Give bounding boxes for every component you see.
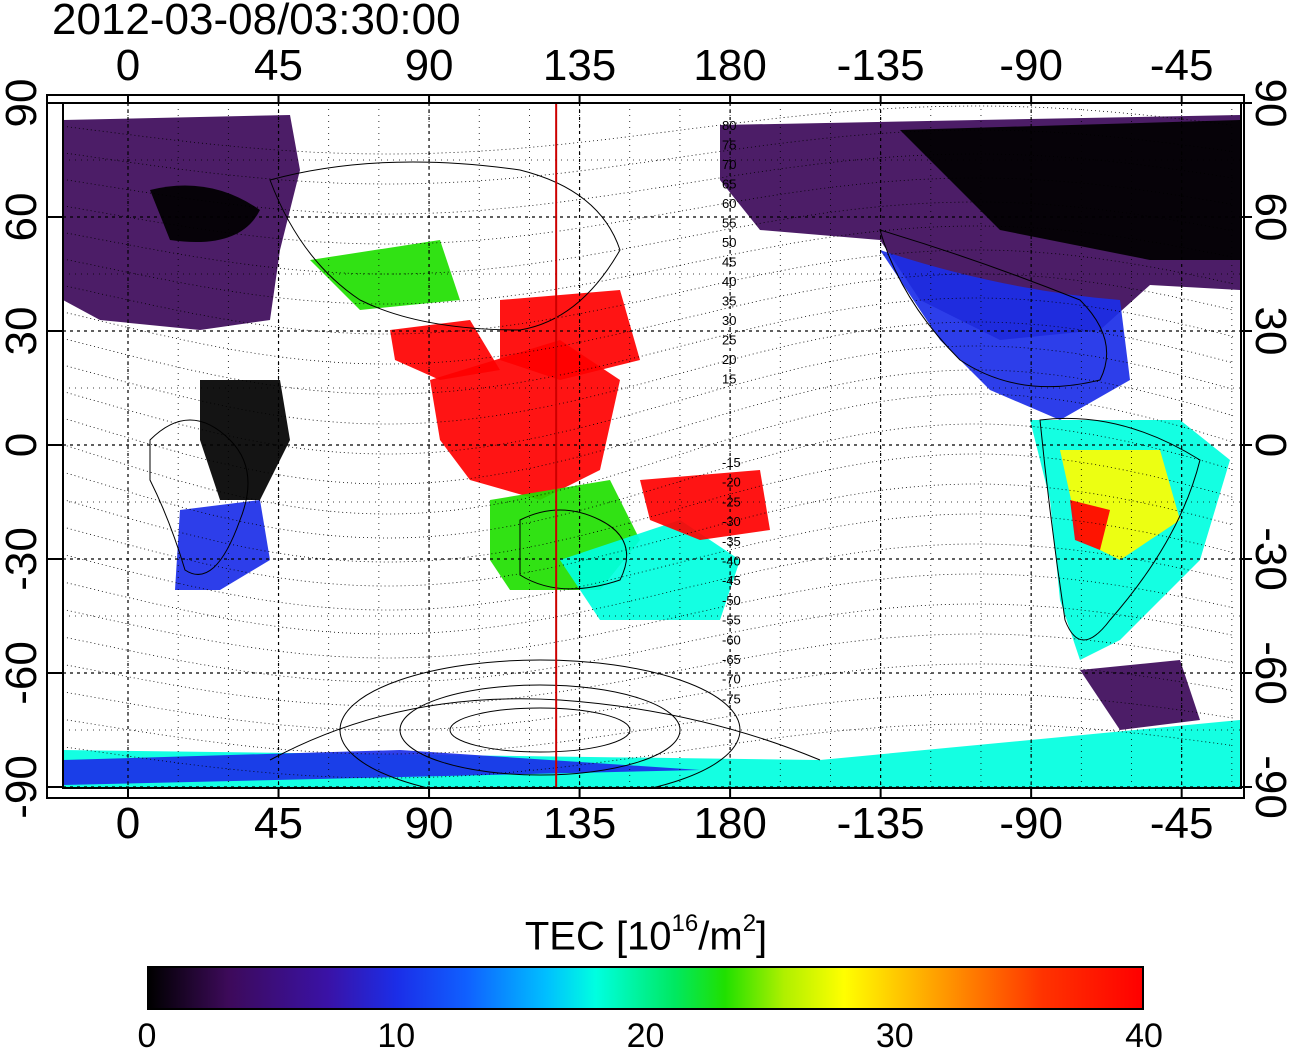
coastline bbox=[269, 161, 621, 331]
y-tick-label-left: -30 bbox=[0, 527, 46, 591]
x-tick-label: 90 bbox=[404, 799, 454, 848]
contour-label: -50 bbox=[722, 593, 741, 608]
tec-region bbox=[880, 250, 1130, 420]
map-outer-frame bbox=[46, 94, 1245, 799]
y-tick-label-right: 0 bbox=[1246, 432, 1292, 458]
colorbar-title-exp1: 16 bbox=[671, 910, 699, 937]
tec-region bbox=[900, 120, 1240, 260]
contour-label: -65 bbox=[722, 652, 741, 667]
contour-label: 65 bbox=[722, 177, 736, 192]
contour-label: -35 bbox=[722, 534, 741, 549]
tec-map: 80 75 70 65 60 55 50 45 40 35 30 25 20 15 -15 -20 -25 -30… bbox=[46, 94, 1252, 799]
y-tick-label-right: -90 bbox=[1246, 755, 1292, 819]
colorbar-title-suffix: ] bbox=[756, 914, 768, 959]
x-tick-label: -45 bbox=[1149, 799, 1214, 848]
tec-region bbox=[310, 240, 460, 310]
coastlines bbox=[149, 161, 1201, 761]
contour-label: -40 bbox=[722, 554, 741, 569]
contour-label: 70 bbox=[722, 157, 736, 172]
contour-label: 35 bbox=[722, 294, 736, 309]
tec-region bbox=[1080, 660, 1200, 730]
x-tick-label: 90 bbox=[404, 41, 454, 90]
axis-ticks bbox=[47, 95, 1252, 798]
contour-label: -30 bbox=[722, 514, 741, 529]
x-tick-label: 180 bbox=[693, 41, 767, 90]
tec-region bbox=[430, 340, 620, 500]
colorbar-tick-label: 10 bbox=[377, 1017, 416, 1055]
y-tick-label-right: 30 bbox=[1246, 306, 1292, 356]
grid-lines bbox=[63, 103, 1241, 788]
x-tick-label: 45 bbox=[254, 41, 303, 90]
coastline bbox=[269, 698, 821, 761]
y-tick-label-left: 30 bbox=[0, 306, 46, 356]
y-tick-label-right: -60 bbox=[1246, 641, 1292, 705]
contour-label: -25 bbox=[722, 494, 741, 509]
coastline bbox=[519, 509, 628, 590]
colorbar-title-exp2: 2 bbox=[742, 910, 757, 937]
x-tick-label: 135 bbox=[542, 799, 617, 848]
tec-region bbox=[640, 470, 770, 540]
coastline bbox=[149, 419, 249, 575]
x-tick-label: 0 bbox=[115, 41, 141, 90]
contour-label: 75 bbox=[722, 138, 736, 153]
y-tick-label-left: 90 bbox=[0, 78, 46, 128]
contour-label: 45 bbox=[722, 255, 736, 270]
contour-label: 50 bbox=[722, 235, 736, 250]
colorbar bbox=[147, 966, 1144, 1010]
contour-labels: 80 75 70 65 60 55 50 45 40 35 30 25 20 15 -15 -20 -25 -30… bbox=[722, 118, 741, 706]
tec-region bbox=[63, 750, 700, 785]
contour-label: -60 bbox=[722, 632, 741, 647]
tec-region bbox=[1070, 500, 1110, 550]
contour-label: 40 bbox=[722, 274, 736, 289]
x-tick-label: 180 bbox=[693, 799, 767, 848]
colorbar-title-prefix: TEC [10 bbox=[524, 914, 672, 959]
map-title: 2012-03-08/03:30:00 bbox=[52, 0, 461, 44]
tec-region bbox=[200, 380, 290, 500]
x-tick-label: -90 bbox=[999, 799, 1063, 848]
colorbar-tick-label: 20 bbox=[626, 1017, 665, 1055]
contour-label: 25 bbox=[722, 333, 736, 348]
colorbar-tick-label: 30 bbox=[875, 1017, 914, 1055]
x-tick-label: 45 bbox=[254, 799, 303, 848]
contour-label: 60 bbox=[722, 196, 736, 211]
contour-label: -75 bbox=[722, 691, 741, 706]
y-tick-label-right: 60 bbox=[1246, 192, 1292, 242]
tec-region bbox=[390, 320, 500, 380]
y-tick-label-left: -60 bbox=[0, 641, 46, 705]
contour-label: 30 bbox=[722, 313, 736, 328]
x-tick-label: -135 bbox=[836, 799, 925, 848]
colorbar-tick-label: 0 bbox=[137, 1017, 157, 1055]
y-tick-label-left: 0 bbox=[0, 432, 46, 458]
contour-label: 80 bbox=[722, 118, 736, 133]
y-tick-label-right: 90 bbox=[1246, 78, 1292, 128]
contour-label: 20 bbox=[722, 352, 736, 367]
coastline bbox=[879, 229, 1108, 388]
tec-region bbox=[175, 500, 270, 590]
x-tick-label: 0 bbox=[115, 799, 141, 848]
x-tick-label: -45 bbox=[1149, 41, 1214, 90]
y-tick-label-left: 60 bbox=[0, 192, 46, 242]
tec-region bbox=[500, 290, 640, 380]
x-tick-label: -90 bbox=[999, 41, 1063, 90]
colorbar-tick-label: 40 bbox=[1125, 1017, 1163, 1055]
x-tick-label: 135 bbox=[542, 41, 617, 90]
contour-label: -55 bbox=[722, 613, 741, 628]
y-tick-label-right: -30 bbox=[1246, 527, 1292, 591]
colorbar-title: TEC [1016/m2] bbox=[0, 905, 1292, 959]
contour-label: -20 bbox=[722, 475, 741, 490]
contour-label: -70 bbox=[722, 672, 741, 687]
contour-label: -15 bbox=[722, 455, 741, 470]
contour-label: 55 bbox=[722, 216, 736, 231]
tec-data-layer bbox=[63, 115, 1240, 788]
x-tick-label: -135 bbox=[836, 41, 925, 90]
coastline bbox=[1039, 417, 1201, 641]
contour-label: 15 bbox=[722, 372, 736, 387]
tec-region bbox=[150, 185, 260, 242]
y-tick-label-left: -90 bbox=[0, 755, 46, 819]
colorbar-title-mid: /m bbox=[698, 914, 743, 959]
contour-label: -45 bbox=[722, 573, 741, 588]
